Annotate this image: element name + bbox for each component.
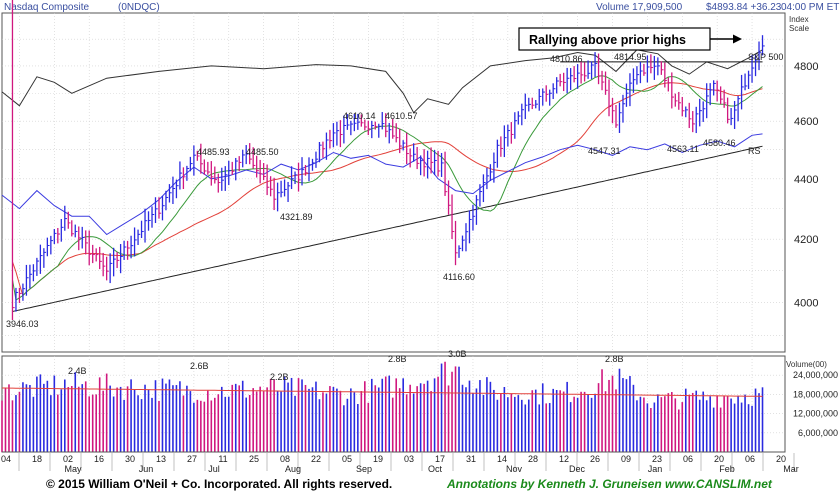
volume-tick-label: 18,000,000 xyxy=(793,389,838,399)
day-tick-label: 17 xyxy=(435,454,445,464)
day-tick-label: 09 xyxy=(621,454,631,464)
price-readout: $4893.84 +36.23 xyxy=(706,2,782,13)
day-tick-label: 28 xyxy=(528,454,538,464)
price-axis-label: Scale xyxy=(789,24,810,33)
day-tick-label: 23 xyxy=(652,454,662,464)
price-callout: 4610.57 xyxy=(385,111,418,121)
day-tick-label: 30 xyxy=(125,454,135,464)
month-label: Jun xyxy=(139,464,154,474)
month-label: Oct xyxy=(428,464,443,474)
day-tick-label: 12 xyxy=(559,454,569,464)
price-callout: 4610.14 xyxy=(343,111,376,121)
month-label: Sep xyxy=(356,464,372,474)
day-tick-label: 04 xyxy=(1,454,11,464)
volume-tick-label: 12,000,000 xyxy=(793,409,838,419)
day-tick-label: 20 xyxy=(776,454,786,464)
price-callout: 4116.60 xyxy=(443,272,475,282)
day-tick-label: 18 xyxy=(32,454,42,464)
day-tick-label: 22 xyxy=(311,454,321,464)
month-label: Feb xyxy=(719,464,735,474)
day-tick-label: 31 xyxy=(466,454,476,464)
price-callout: 4547.31 xyxy=(588,146,621,156)
rs-label: RS xyxy=(748,146,761,156)
price-tick-label: 4200 xyxy=(794,234,818,246)
symbol: (0NDQC) xyxy=(118,2,160,13)
price-callout: 4485.93 xyxy=(197,147,230,157)
volume-callout: 2.4B xyxy=(68,366,87,376)
time-readout: 04:00 PM ET xyxy=(781,2,839,13)
volume-tick-label: 6,000,000 xyxy=(798,428,838,438)
annotation-credit: Annotations by Kenneth J. Gruneisen www.… xyxy=(447,477,772,491)
price-tick-label: 4600 xyxy=(794,116,818,128)
chart-title: Nasdaq Composite xyxy=(4,2,89,13)
volume-callout: 2.6B xyxy=(190,361,209,371)
ma-21-line xyxy=(12,75,763,301)
day-tick-label: 25 xyxy=(249,454,259,464)
copyright-text: © 2015 William O'Neil + Co. Incorporated… xyxy=(46,477,393,491)
day-tick-label: 26 xyxy=(590,454,600,464)
day-tick-label: 16 xyxy=(94,454,104,464)
day-tick-label: 19 xyxy=(373,454,383,464)
sp500-label: S&P 500 xyxy=(748,52,783,62)
day-tick-label: 03 xyxy=(404,454,414,464)
stock-chart: Nasdaq Composite (0NDQC) Volume 17,909,500… xyxy=(1,0,839,474)
annotation-arrowhead xyxy=(733,34,742,44)
month-label: May xyxy=(64,464,82,474)
volume-readout: Volume 17,909,500 xyxy=(596,2,683,13)
price-axis-label: Index xyxy=(789,15,809,24)
volume-tick-label: 24,000,000 xyxy=(793,370,838,380)
volume-axis-label: Volume(00) xyxy=(786,360,827,369)
day-tick-label: 02 xyxy=(63,454,73,464)
volume-average-line xyxy=(2,387,763,397)
volume-callout: 3.0B xyxy=(448,349,467,359)
price-callout: 4810.86 xyxy=(550,54,583,64)
price-tick-label: 4800 xyxy=(794,61,818,73)
price-callout: 4563.11 xyxy=(667,144,699,154)
ma-50-line xyxy=(12,82,763,297)
month-label: Jul xyxy=(208,464,220,474)
sp500-line xyxy=(1,49,763,114)
price-callout: 4485.50 xyxy=(246,147,279,157)
day-tick-label: 08 xyxy=(280,454,290,464)
day-tick-label: 05 xyxy=(342,454,352,464)
day-tick-label: 13 xyxy=(156,454,166,464)
price-callout: 4814.95 xyxy=(614,52,647,62)
volume-callout: 2.8B xyxy=(388,354,407,364)
price-panel xyxy=(1,12,786,353)
price-tick-label: 4000 xyxy=(794,297,818,309)
month-label: Dec xyxy=(569,464,586,474)
day-tick-label: 06 xyxy=(683,454,693,464)
day-tick-label: 11 xyxy=(218,454,227,464)
day-tick-label: 27 xyxy=(187,454,197,464)
volume-callout: 2.8B xyxy=(605,354,624,364)
month-label: Nov xyxy=(506,464,523,474)
price-callout: 4580.46 xyxy=(703,138,736,148)
price-callout: 3946.03 xyxy=(6,319,39,329)
day-tick-label: 14 xyxy=(497,454,507,464)
ma-200-line xyxy=(12,145,763,312)
month-label: Mar xyxy=(783,464,799,474)
footer: © 2015 William O'Neil + Co. Incorporated… xyxy=(0,474,840,495)
rs-line xyxy=(1,133,763,236)
day-tick-label: 20 xyxy=(714,454,724,464)
price-tick-label: 4400 xyxy=(794,174,818,186)
month-label: Aug xyxy=(285,464,301,474)
volume-callout: 2.2B xyxy=(270,372,289,382)
day-tick-label: 06 xyxy=(745,454,755,464)
month-label: Jan xyxy=(648,464,663,474)
price-callout: 4321.89 xyxy=(280,212,313,222)
annotation-text: Rallying above prior highs xyxy=(529,33,686,47)
